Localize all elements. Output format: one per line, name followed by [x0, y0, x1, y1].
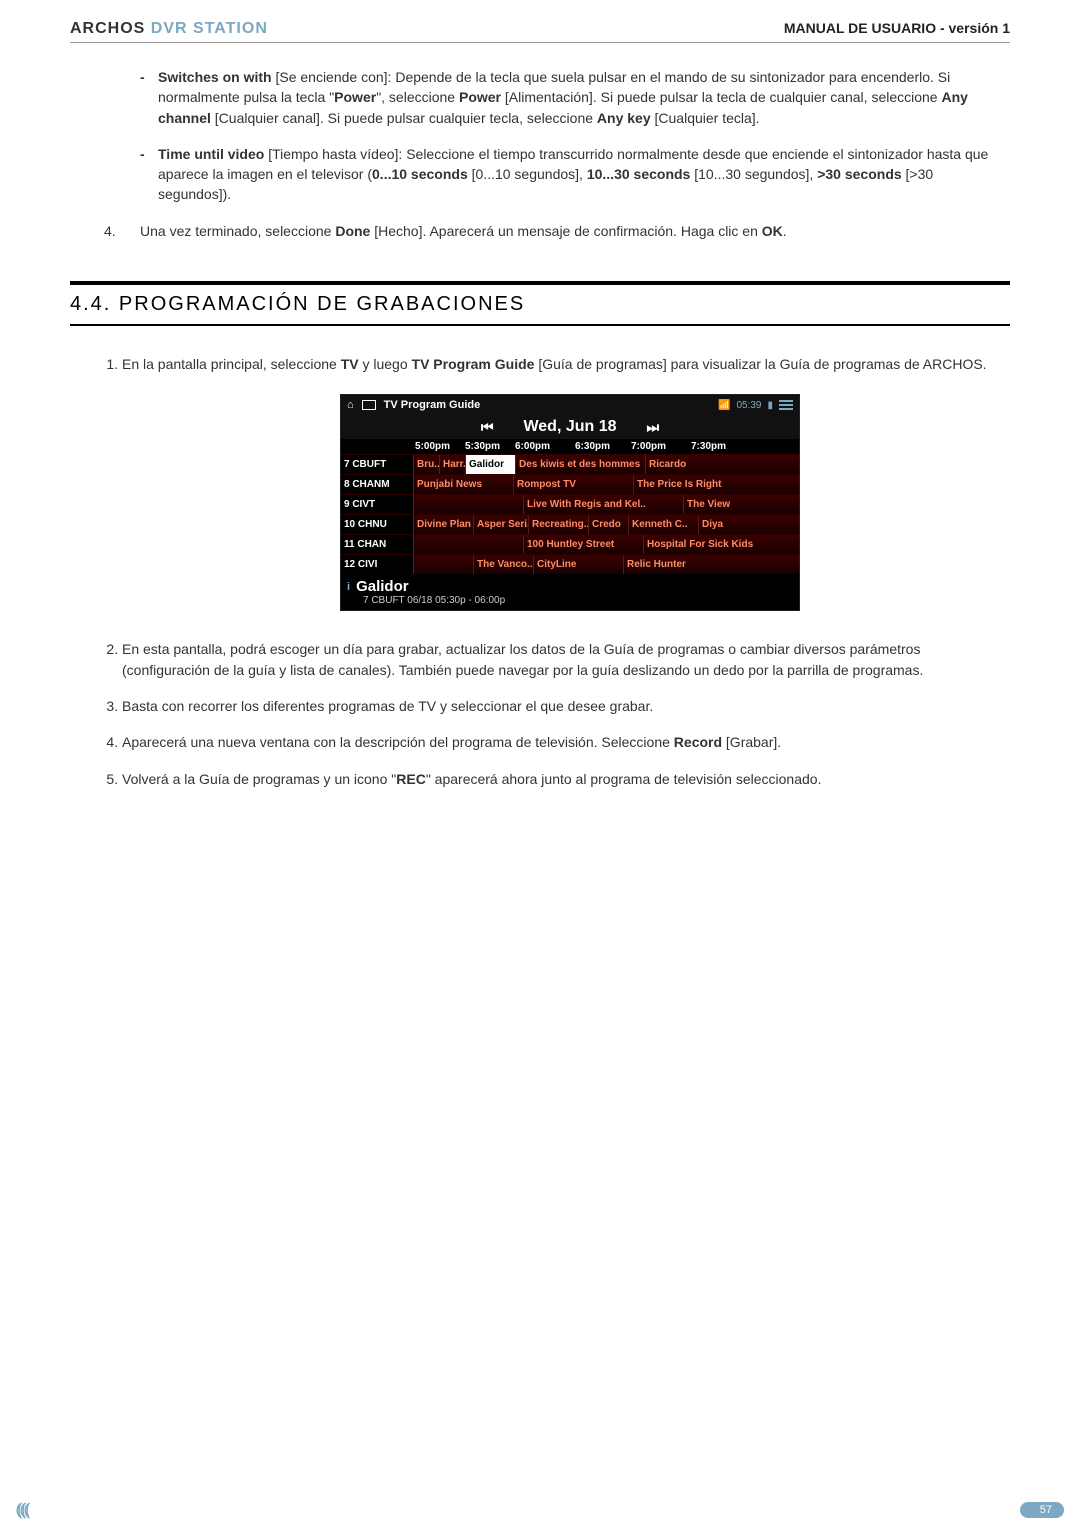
program-cell[interactable]: Harr..	[439, 455, 465, 474]
brand: ARCHOS DVR STATION	[70, 20, 268, 38]
main-content: Switches on with [Se enciende con]: Depe…	[70, 67, 1010, 241]
program-cells: The Vanco..CityLineRelic Hunter	[413, 555, 799, 574]
menu-icon[interactable]	[779, 400, 793, 410]
clock: 05:39	[736, 400, 761, 411]
section-content: En la pantalla principal, seleccione TV …	[70, 354, 1010, 789]
guide-row: 10 CHNUDivine PlanAsper Seri..Recreating…	[341, 514, 799, 534]
prev-day-icon[interactable]: ⏮	[481, 419, 494, 436]
program-cell[interactable]: Asper Seri..	[473, 515, 528, 534]
time-label: 5:00pm	[413, 441, 463, 452]
page-header: ARCHOS DVR STATION MANUAL DE USUARIO - v…	[70, 20, 1010, 43]
tv-guide: ⌂ TV Program Guide 📶 05:39 ▮ ⏮ Wed, Jun …	[340, 394, 800, 611]
guide-row: 7 CBUFTBru..Harr..GalidorDes kiwis et de…	[341, 454, 799, 474]
channel-label: 7 CBUFT	[341, 455, 413, 474]
tv-guide-title: TV Program Guide	[384, 399, 481, 411]
home-icon[interactable]: ⌂	[347, 399, 354, 411]
numbered-item-4: 4. Una vez terminado, seleccione Done [H…	[104, 221, 1000, 241]
time-label: 7:00pm	[629, 441, 689, 452]
program-cell[interactable]: Divine Plan	[413, 515, 473, 534]
time-label: 6:30pm	[573, 441, 629, 452]
program-cell[interactable]: Hospital For Sick Kids	[643, 535, 773, 554]
program-cell[interactable]: 100 Huntley Street	[523, 535, 643, 554]
channel-label: 10 CHNU	[341, 515, 413, 534]
term: Time until video	[158, 146, 264, 162]
program-cell[interactable]: Galidor	[465, 455, 515, 474]
time-label: 5:30pm	[463, 441, 513, 452]
guide-footer: i Galidor 7 CBUFT 06/18 05:30p - 06:00p	[341, 574, 799, 610]
program-cell[interactable]	[413, 495, 523, 514]
program-cell[interactable]: Punjabi News	[413, 475, 513, 494]
program-cell[interactable]: Recreating..	[528, 515, 588, 534]
channel-label: 9 CIVT	[341, 495, 413, 514]
program-cell[interactable]: Ricardo	[645, 455, 725, 474]
program-cell[interactable]: Bru..	[413, 455, 439, 474]
program-cell[interactable]	[413, 535, 523, 554]
step-2: En esta pantalla, podrá escoger un día p…	[122, 639, 1000, 680]
section-heading: 4.4. Programación de grabaciones	[70, 293, 1010, 316]
screen-icon[interactable]	[362, 400, 376, 410]
steps-list-2: En esta pantalla, podrá escoger un día p…	[104, 639, 1000, 788]
channel-label: 11 CHAN	[341, 535, 413, 554]
battery-icon: ▮	[767, 400, 773, 411]
bullet-item: Switches on with [Se enciende con]: Depe…	[158, 67, 1000, 128]
selected-program-time: 7 CBUFT 06/18 05:30p - 06:00p	[347, 595, 793, 606]
program-cell[interactable]: The Price Is Right	[633, 475, 753, 494]
program-cell[interactable]: The Vanco..	[473, 555, 533, 574]
bullet-list: Switches on with [Se enciende con]: Depe…	[140, 67, 1000, 205]
program-cells: Punjabi NewsRompost TVThe Price Is Right	[413, 475, 799, 494]
program-cell[interactable]: Des kiwis et des hommes	[515, 455, 645, 474]
guide-row: 8 CHANMPunjabi NewsRompost TVThe Price I…	[341, 474, 799, 494]
program-cells: Live With Regis and Kel..The View	[413, 495, 799, 514]
section-heading-container: 4.4. Programación de grabaciones	[70, 281, 1010, 326]
guide-grid: 7 CBUFTBru..Harr..GalidorDes kiwis et de…	[341, 454, 799, 574]
program-cell[interactable]	[413, 555, 473, 574]
guide-row: 12 CIVIThe Vanco..CityLineRelic Hunter	[341, 554, 799, 574]
step-4: Aparecerá una nueva ventana con la descr…	[122, 732, 1000, 752]
step-5: Volverá a la Guía de programas y un icon…	[122, 769, 1000, 789]
time-label: 6:00pm	[513, 441, 573, 452]
brand-sub: DVR STATION	[151, 20, 268, 37]
program-cell[interactable]: Rompost TV	[513, 475, 633, 494]
step-1: En la pantalla principal, seleccione TV …	[122, 354, 1000, 374]
info-icon: i	[347, 581, 350, 593]
list-number: 4.	[104, 221, 130, 241]
selected-program: Galidor	[356, 578, 409, 595]
program-cells: Bru..Harr..GalidorDes kiwis et des homme…	[413, 455, 799, 474]
program-cell[interactable]: Relic Hunter	[623, 555, 743, 574]
page-number: 57	[1020, 1502, 1064, 1518]
manual-title: MANUAL DE USUARIO - versión 1	[784, 20, 1010, 36]
signal-icon: 📶	[718, 400, 730, 411]
next-day-icon[interactable]: ⏭	[647, 419, 660, 436]
footer-decoration: ⦅⦅⦅	[16, 1499, 28, 1520]
term: Switches on with	[158, 69, 272, 85]
steps-list: En la pantalla principal, seleccione TV …	[104, 354, 1000, 374]
program-cell[interactable]: CityLine	[533, 555, 623, 574]
guide-row: 9 CIVTLive With Regis and Kel..The View	[341, 494, 799, 514]
page-footer: ⦅⦅⦅ 57	[0, 1499, 1080, 1520]
time-header: 5:00pm 5:30pm 6:00pm 6:30pm 7:00pm 7:30p…	[341, 439, 799, 454]
time-label: 7:30pm	[689, 441, 749, 452]
bullet-item: Time until video [Tiempo hasta vídeo]: S…	[158, 144, 1000, 205]
channel-label: 12 CIVI	[341, 555, 413, 574]
tv-guide-header: ⌂ TV Program Guide 📶 05:39 ▮	[341, 395, 799, 415]
brand-main: ARCHOS	[70, 20, 145, 37]
program-cell[interactable]: The View	[683, 495, 763, 514]
program-cell[interactable]: Kenneth C..	[628, 515, 698, 534]
program-cells: Divine PlanAsper Seri..Recreating..Credo…	[413, 515, 799, 534]
tv-guide-screenshot: ⌂ TV Program Guide 📶 05:39 ▮ ⏮ Wed, Jun …	[140, 394, 1000, 611]
channel-label: 8 CHANM	[341, 475, 413, 494]
guide-row: 11 CHAN100 Huntley StreetHospital For Si…	[341, 534, 799, 554]
program-cell[interactable]: Diya	[698, 515, 748, 534]
date-row: ⏮ Wed, Jun 18 ⏭	[341, 415, 799, 439]
program-cell[interactable]: Credo	[588, 515, 628, 534]
program-cell[interactable]: Live With Regis and Kel..	[523, 495, 683, 514]
step-3: Basta con recorrer los diferentes progra…	[122, 696, 1000, 716]
program-cells: 100 Huntley StreetHospital For Sick Kids	[413, 535, 799, 554]
guide-date: Wed, Jun 18	[523, 418, 616, 436]
